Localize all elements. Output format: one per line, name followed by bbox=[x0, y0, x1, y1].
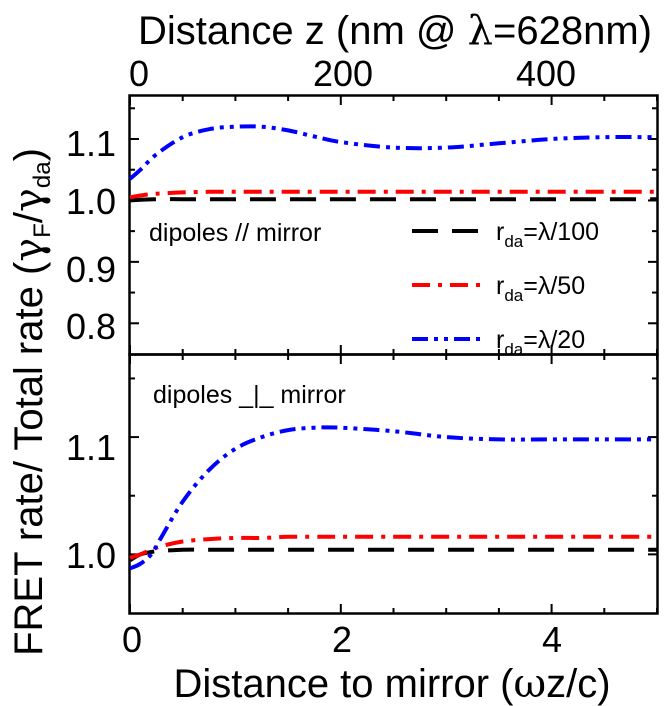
top-tick-label-400: 400 bbox=[516, 53, 576, 94]
series-line-rda-50-panel-1 bbox=[129, 534, 657, 560]
top-tick-label-200: 200 bbox=[313, 53, 373, 94]
legend-label-rda-20: rda=λ/20 bbox=[496, 326, 585, 359]
series-line-rda-100-panel-0 bbox=[129, 197, 657, 203]
bottom-xtick-label-4: 4 bbox=[542, 619, 562, 660]
bottom-panel-annotation: dipoles _|_ mirror bbox=[153, 381, 346, 409]
top-ytick-label-0.9: 0.9 bbox=[66, 249, 116, 290]
series-line-rda-100-panel-1 bbox=[128, 547, 657, 562]
bottom-axis-label: Distance to mirror (ωz/c) bbox=[173, 661, 610, 706]
series-line-rda-20-panel-1 bbox=[129, 425, 657, 571]
series-line-rda-20-panel-0 bbox=[128, 124, 658, 181]
legend: rda=λ/100 rda=λ/50 rda=λ/20 bbox=[412, 218, 599, 359]
bottom-ytick-label-1.0: 1.0 bbox=[66, 535, 116, 576]
bottom-xtick-label-2: 2 bbox=[332, 619, 352, 660]
bottom-panel-frame bbox=[128, 353, 659, 615]
top-ytick-label-0.8: 0.8 bbox=[66, 306, 116, 347]
top-ytick-label-1.1: 1.1 bbox=[66, 123, 116, 164]
legend-label-rda-100: rda=λ/100 bbox=[496, 218, 599, 251]
top-axis-label: Distance z (nm @ λ=628nm) bbox=[138, 8, 652, 54]
y-axis-label: FRET rate/ Total rate (γF/γda) bbox=[6, 148, 56, 656]
top-ytick-label-1.0: 1.0 bbox=[66, 181, 116, 222]
top-panel-annotation: dipoles // mirror bbox=[149, 219, 321, 247]
bottom-ytick-label-1.1: 1.1 bbox=[66, 427, 116, 468]
bottom-panel-series bbox=[128, 425, 657, 571]
top-tick-label-0: 0 bbox=[129, 53, 149, 94]
bottom-xtick-label-0: 0 bbox=[122, 619, 142, 660]
top-panel-series bbox=[128, 124, 658, 203]
legend-label-rda-50: rda=λ/50 bbox=[496, 272, 585, 305]
series-line-rda-50-panel-0 bbox=[129, 189, 657, 200]
